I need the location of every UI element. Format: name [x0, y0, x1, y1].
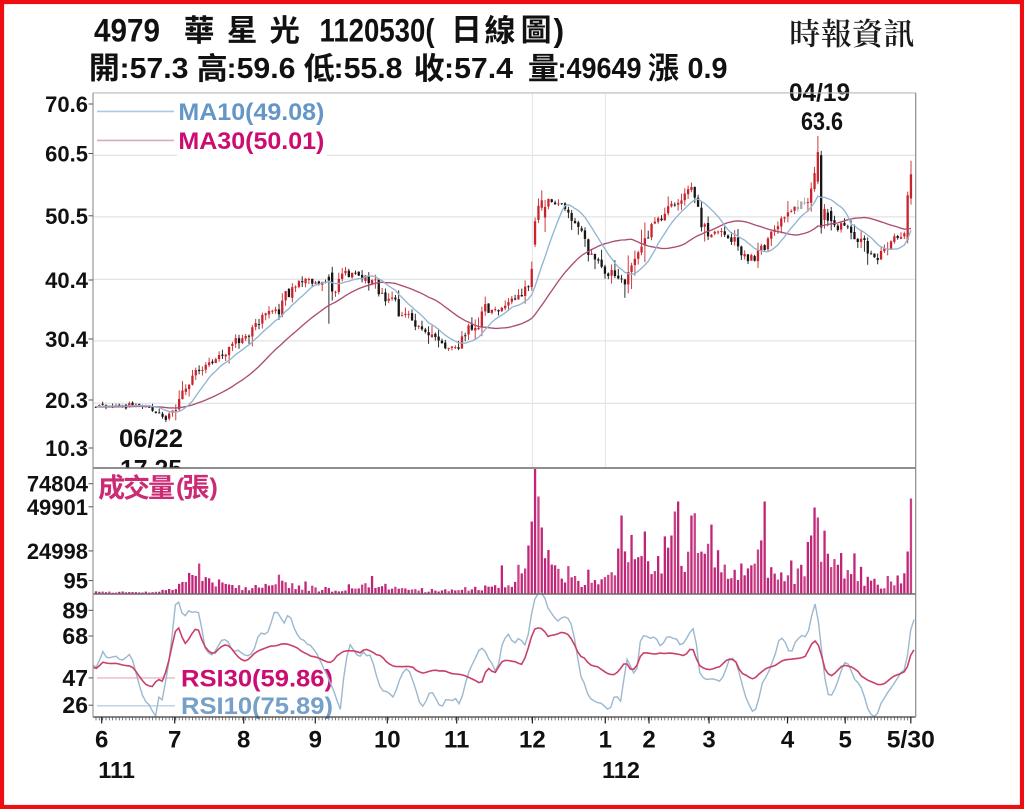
svg-text:4979: 4979 [94, 13, 160, 49]
svg-text:7: 7 [168, 727, 181, 754]
svg-text:60.5: 60.5 [45, 142, 88, 167]
svg-text:112: 112 [602, 757, 640, 783]
svg-text:63.6: 63.6 [801, 108, 843, 136]
svg-text:49901: 49901 [27, 495, 88, 520]
svg-text:06/22: 06/22 [119, 425, 183, 453]
svg-text:40.4: 40.4 [45, 268, 89, 293]
svg-text:47: 47 [62, 665, 88, 691]
svg-text:10.3: 10.3 [45, 436, 88, 461]
svg-text::57.3: :57.3 [120, 53, 189, 85]
svg-text::55.8: :55.8 [334, 53, 403, 85]
svg-text:3: 3 [702, 727, 715, 754]
svg-text:MA30(50.01): MA30(50.01) [178, 128, 324, 155]
svg-text::59.6: :59.6 [227, 53, 296, 85]
svg-text:111: 111 [98, 757, 135, 783]
svg-text:74804: 74804 [27, 472, 89, 497]
svg-text:8: 8 [237, 727, 250, 754]
svg-text:95: 95 [64, 569, 88, 594]
svg-text:): ) [554, 13, 565, 49]
svg-text:2: 2 [642, 727, 655, 754]
svg-text:12: 12 [519, 727, 546, 754]
svg-text:10: 10 [374, 727, 401, 754]
svg-text:24998: 24998 [27, 539, 88, 564]
svg-text:1120530(: 1120530( [320, 13, 435, 49]
svg-text:1: 1 [599, 727, 612, 754]
svg-text:MA10(49.08): MA10(49.08) [178, 99, 324, 126]
svg-text:11: 11 [444, 727, 469, 754]
svg-text:RSI30(59.86): RSI30(59.86) [181, 665, 333, 692]
svg-text:9: 9 [309, 727, 322, 754]
svg-text:6: 6 [95, 727, 108, 754]
svg-text:0.9: 0.9 [688, 53, 728, 85]
svg-text:89: 89 [62, 597, 88, 623]
svg-text:26: 26 [62, 692, 88, 718]
svg-text:50.5: 50.5 [45, 204, 88, 229]
svg-text:4: 4 [781, 727, 795, 754]
svg-text::57.4: :57.4 [444, 53, 513, 85]
svg-text:68: 68 [62, 623, 88, 649]
svg-text:5: 5 [839, 727, 852, 754]
svg-text:20.3: 20.3 [45, 388, 88, 413]
svg-text::49649: :49649 [558, 53, 642, 85]
svg-text:RSI10(75.89): RSI10(75.89) [181, 693, 333, 720]
svg-text:): ) [210, 474, 218, 502]
svg-text:(: ( [176, 474, 185, 502]
svg-text:5/30: 5/30 [887, 727, 935, 754]
svg-text:70.6: 70.6 [45, 92, 88, 117]
svg-text:30.4: 30.4 [45, 327, 89, 352]
